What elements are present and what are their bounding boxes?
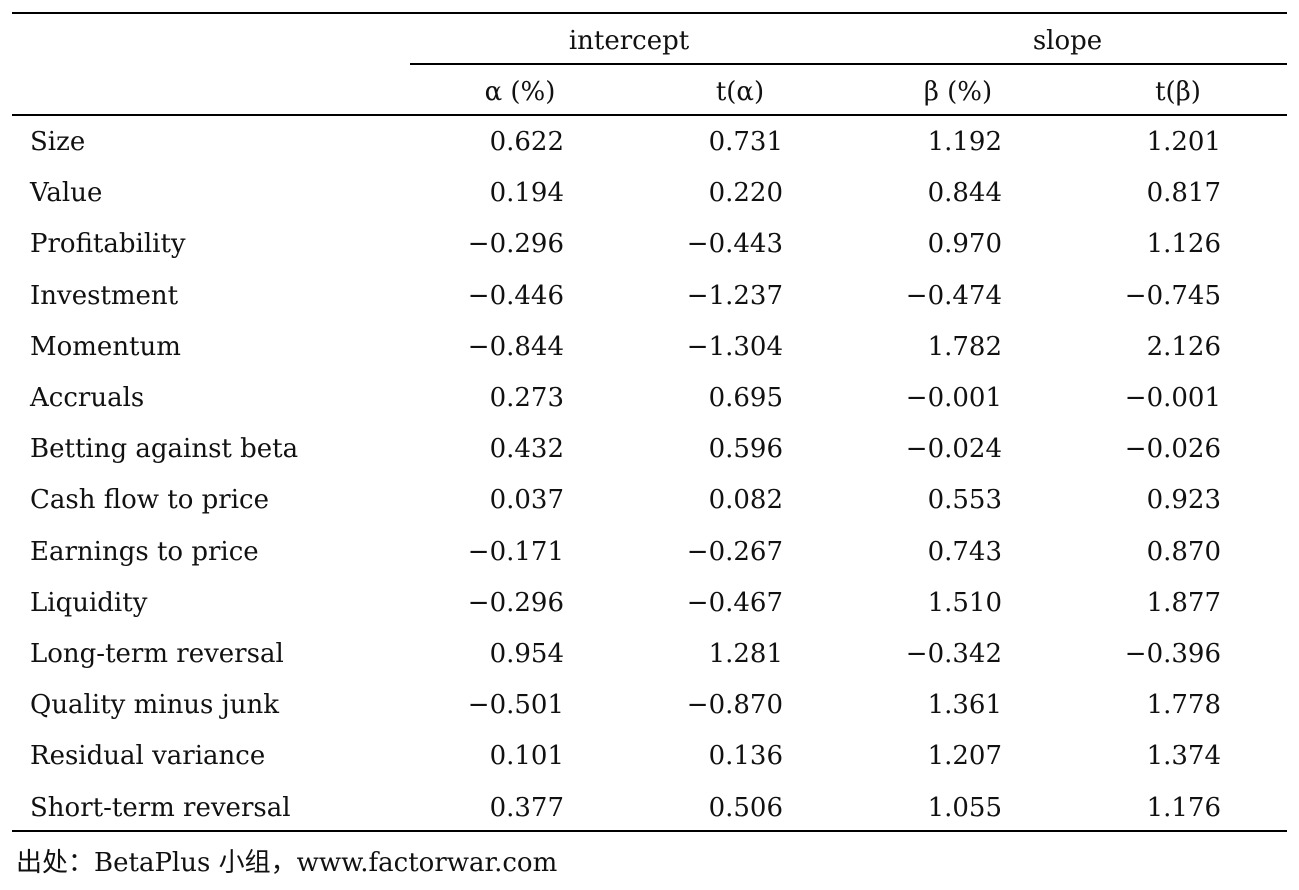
beta-cell: −0.342 <box>905 639 1002 669</box>
row-label: Accruals <box>30 383 145 413</box>
t-alpha-cell: −1.237 <box>686 281 783 311</box>
header-bottom-rule <box>12 114 1287 116</box>
alpha-cell: 0.101 <box>489 741 564 771</box>
row-label: Momentum <box>30 332 181 362</box>
t-alpha-cell: −0.467 <box>686 588 783 618</box>
row-label: Profitability <box>30 229 186 259</box>
t-beta-cell: 2.126 <box>1146 332 1221 362</box>
alpha-cell: 0.954 <box>489 639 564 669</box>
slope-group-header: slope <box>1032 26 1103 56</box>
beta-cell: −0.001 <box>905 383 1002 413</box>
beta-cell: 0.553 <box>927 485 1002 515</box>
alpha-cell: −0.171 <box>467 537 564 567</box>
alpha-cell: −0.844 <box>467 332 564 362</box>
row-label: Quality minus junk <box>30 690 279 720</box>
t-beta-cell: −0.396 <box>1124 639 1221 669</box>
row-label: Short-term reversal <box>30 793 291 823</box>
beta-column-header: β (%) <box>923 77 993 107</box>
t-beta-cell: 1.877 <box>1146 588 1221 618</box>
t-beta-column-header: t(β) <box>1155 77 1201 107</box>
t-alpha-cell: 0.731 <box>708 127 783 157</box>
alpha-cell: −0.296 <box>467 588 564 618</box>
alpha-cell: 0.432 <box>489 434 564 464</box>
t-beta-cell: 0.817 <box>1146 178 1221 208</box>
beta-cell: 1.207 <box>927 741 1002 771</box>
alpha-column-header: α (%) <box>484 77 556 107</box>
alpha-cell: −0.501 <box>467 690 564 720</box>
row-label: Liquidity <box>30 588 148 618</box>
row-label: Betting against beta <box>30 434 299 464</box>
t-alpha-cell: −1.304 <box>686 332 783 362</box>
row-label: Size <box>30 127 86 157</box>
source-note: 出处：BetaPlus 小组，www.factorwar.com <box>16 848 558 878</box>
t-beta-cell: 1.201 <box>1146 127 1221 157</box>
row-label: Earnings to price <box>30 537 259 567</box>
t-beta-cell: 1.778 <box>1146 690 1221 720</box>
t-beta-cell: 0.870 <box>1146 537 1221 567</box>
t-alpha-column-header: t(α) <box>715 77 765 107</box>
t-alpha-cell: 0.695 <box>708 383 783 413</box>
t-beta-cell: 1.176 <box>1146 793 1221 823</box>
t-alpha-cell: −0.870 <box>686 690 783 720</box>
row-label: Cash flow to price <box>30 485 269 515</box>
beta-cell: −0.024 <box>905 434 1002 464</box>
beta-cell: 1.510 <box>927 588 1002 618</box>
beta-cell: 1.192 <box>927 127 1002 157</box>
beta-cell: 1.361 <box>927 690 1002 720</box>
alpha-cell: 0.194 <box>489 178 564 208</box>
row-label: Value <box>30 178 103 208</box>
group-header-rule <box>410 63 1287 65</box>
beta-cell: 0.743 <box>927 537 1002 567</box>
t-alpha-cell: 1.281 <box>708 639 783 669</box>
t-beta-cell: 1.374 <box>1146 741 1221 771</box>
beta-cell: −0.474 <box>905 281 1002 311</box>
beta-cell: 0.970 <box>927 229 1002 259</box>
row-label: Long-term reversal <box>30 639 284 669</box>
alpha-cell: −0.446 <box>467 281 564 311</box>
intercept-group-header: intercept <box>568 26 690 56</box>
row-label: Investment <box>30 281 179 311</box>
t-alpha-cell: 0.082 <box>708 485 783 515</box>
alpha-cell: −0.296 <box>467 229 564 259</box>
t-alpha-cell: 0.506 <box>708 793 783 823</box>
table-top-rule <box>12 12 1287 14</box>
alpha-cell: 0.622 <box>489 127 564 157</box>
beta-cell: 1.055 <box>927 793 1002 823</box>
t-alpha-cell: −0.443 <box>686 229 783 259</box>
table-bottom-rule <box>12 830 1287 832</box>
t-beta-cell: 1.126 <box>1146 229 1221 259</box>
t-beta-cell: −0.745 <box>1124 281 1221 311</box>
t-alpha-cell: −0.267 <box>686 537 783 567</box>
alpha-cell: 0.037 <box>489 485 564 515</box>
t-alpha-cell: 0.220 <box>708 178 783 208</box>
t-alpha-cell: 0.596 <box>708 434 783 464</box>
t-beta-cell: −0.026 <box>1124 434 1221 464</box>
t-beta-cell: −0.001 <box>1124 383 1221 413</box>
alpha-cell: 0.377 <box>489 793 564 823</box>
alpha-cell: 0.273 <box>489 383 564 413</box>
row-label: Residual variance <box>30 741 266 771</box>
t-alpha-cell: 0.136 <box>708 741 783 771</box>
t-beta-cell: 0.923 <box>1146 485 1221 515</box>
beta-cell: 1.782 <box>927 332 1002 362</box>
beta-cell: 0.844 <box>927 178 1002 208</box>
